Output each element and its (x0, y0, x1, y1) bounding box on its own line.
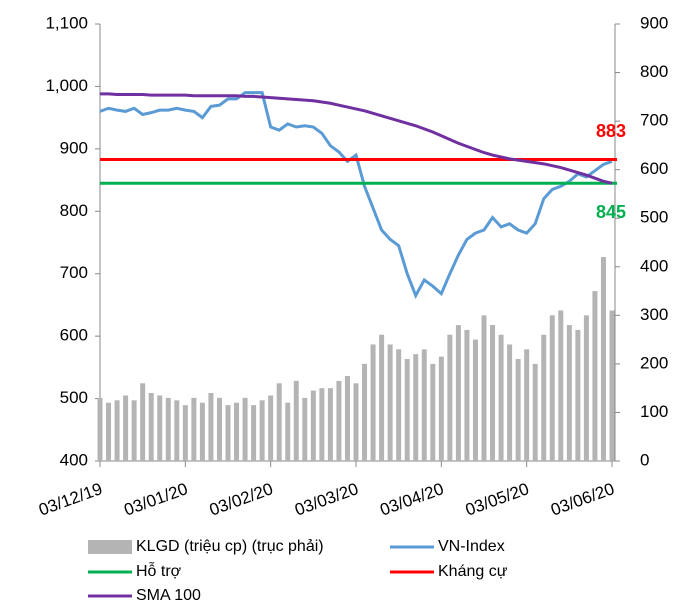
volume-bar (455, 325, 461, 461)
y2-tick-label: 900 (640, 13, 668, 32)
volume-bar (524, 349, 530, 461)
legend-label: Kháng cự (438, 563, 508, 580)
volume-bar (592, 291, 598, 461)
x-tick-label: 03/04/20 (378, 479, 447, 519)
volume-bar (191, 397, 197, 461)
legend-label: VN-Index (438, 538, 505, 555)
y-tick-label: 500 (60, 388, 88, 407)
volume-bar (438, 356, 444, 461)
volume-bar (575, 329, 581, 461)
y2-tick-label: 400 (640, 256, 668, 275)
volume-bar (310, 390, 316, 461)
volume-bar (268, 395, 274, 461)
y-tick-label: 400 (60, 450, 88, 469)
volume-bar (319, 388, 325, 461)
volume-bar (541, 334, 547, 461)
volume-bar (165, 397, 171, 461)
volume-bar (114, 400, 120, 461)
volume-bar (464, 329, 470, 461)
volume-bar (216, 397, 222, 461)
volume-bar (285, 402, 291, 461)
y2-tick-label: 100 (640, 402, 668, 421)
x-tick-label: 03/01/20 (122, 479, 191, 519)
volume-bar (370, 344, 376, 461)
volume-bar (413, 354, 419, 461)
y-tick-label: 1,000 (45, 76, 88, 95)
line-series (100, 92, 613, 185)
volume-bar (396, 349, 402, 461)
volume-bar (123, 395, 129, 461)
volume-bar (106, 402, 112, 461)
volume-bar (600, 257, 606, 461)
volume-bar (558, 310, 564, 461)
volume-bar (336, 380, 342, 461)
volume-bar (421, 349, 427, 461)
y2-tick-label: 500 (640, 208, 668, 227)
x-tick-label: 03/03/20 (292, 479, 361, 519)
line-series (99, 91, 613, 300)
volume-bar (447, 334, 453, 461)
y-tick-label: 900 (60, 138, 88, 157)
volume-bar (515, 359, 521, 461)
legend-label: SMA 100 (136, 587, 201, 604)
volume-bar (430, 363, 436, 461)
volume-bar (131, 400, 137, 461)
volume-bar (234, 402, 240, 461)
y-tick-label: 600 (60, 326, 88, 345)
volume-bar (293, 380, 299, 461)
volume-bar (276, 383, 282, 461)
volume-bar (532, 363, 538, 461)
volume-bar (404, 359, 410, 461)
y-tick-label: 700 (60, 263, 88, 282)
level-label: 845 (596, 202, 626, 222)
volume-bar (387, 344, 393, 461)
volume-bar (251, 405, 257, 461)
volume-bar (353, 383, 359, 461)
x-tick-label: 03/02/20 (207, 479, 276, 519)
y-tick-label: 800 (60, 201, 88, 220)
y-tick-label: 1,100 (45, 13, 88, 32)
volume-bar (259, 400, 265, 461)
volume-bar (199, 402, 205, 461)
volume-bar (327, 388, 333, 461)
y2-tick-label: 600 (640, 159, 668, 178)
volume-bar (379, 334, 385, 461)
volume-bar (472, 339, 478, 461)
y2-tick-label: 0 (640, 450, 649, 469)
volume-bar (182, 405, 188, 461)
volume-bar (225, 405, 231, 461)
y2-tick-label: 800 (640, 62, 668, 81)
volume-bar (583, 315, 589, 461)
x-tick-label: 03/06/20 (548, 479, 617, 519)
volume-bar (549, 315, 555, 461)
level-label: 883 (596, 121, 626, 141)
volume-bar (157, 395, 163, 461)
x-tick-label: 03/05/20 (463, 479, 532, 519)
volume-bar (97, 397, 103, 461)
volume-bar (208, 393, 214, 461)
volume-bar (362, 363, 368, 461)
volume-bar (148, 393, 154, 461)
volume-bar (498, 334, 504, 461)
volume-bar (490, 325, 496, 461)
volume-bar (344, 376, 350, 461)
y2-tick-label: 700 (640, 111, 668, 130)
volume-bar (566, 325, 572, 461)
volume-bar (302, 397, 308, 461)
legend-label: KLGD (triệu cp) (trục phải) (136, 538, 324, 555)
legend-label: Hỗ trợ (136, 561, 182, 580)
volume-bar (481, 315, 487, 461)
volume-bar (140, 383, 146, 461)
volume-bar (609, 310, 615, 461)
volume-bar (242, 397, 248, 461)
x-tick-label: 03/12/19 (36, 479, 105, 519)
volume-bar (174, 400, 180, 461)
y2-tick-label: 200 (640, 353, 668, 372)
volume-bar (507, 344, 513, 461)
y2-tick-label: 300 (640, 305, 668, 324)
legend-swatch (88, 540, 132, 554)
